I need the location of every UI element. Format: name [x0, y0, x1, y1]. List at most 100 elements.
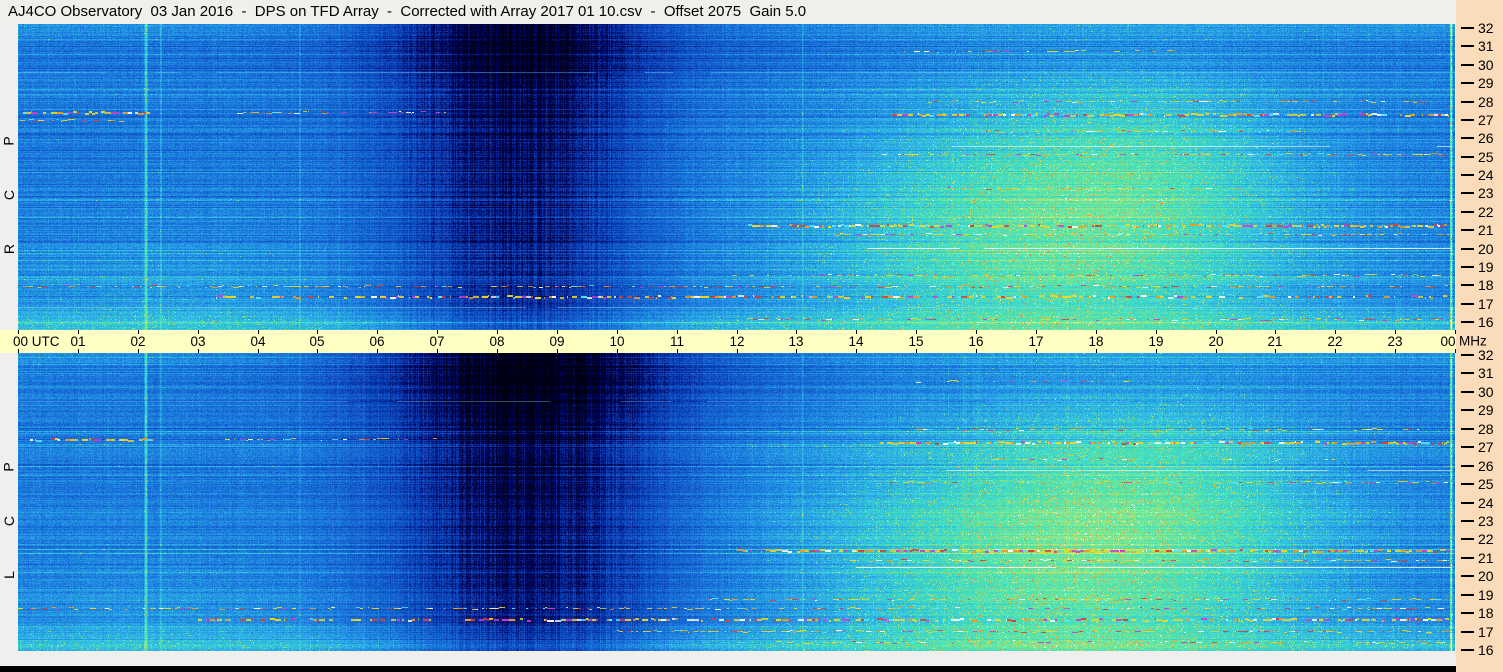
hour-tick — [976, 349, 977, 353]
hour-label: 00 — [1440, 334, 1456, 349]
freq-tick — [1461, 119, 1474, 121]
freq-label: 32 — [1478, 20, 1494, 36]
freq-tick — [1461, 612, 1474, 614]
freq-tick — [1461, 354, 1474, 356]
hour-tick — [437, 349, 438, 353]
freq-tick — [1461, 45, 1474, 47]
hour-tick — [1156, 330, 1157, 334]
freq-label: 32 — [1478, 347, 1494, 363]
hour-tick — [1335, 349, 1336, 353]
freq-tick — [1461, 631, 1474, 633]
hour-tick — [138, 349, 139, 353]
rcp-label: P C R — [0, 134, 18, 256]
freq-tick — [1461, 594, 1474, 596]
hour-tick — [856, 349, 857, 353]
freq-tick — [1461, 321, 1474, 323]
hour-label: 11 — [669, 334, 685, 349]
hour-label: 14 — [848, 334, 864, 349]
freq-label: 30 — [1478, 57, 1494, 73]
freq-tick — [1461, 538, 1474, 540]
hour-tick — [796, 349, 797, 353]
hour-tick — [78, 330, 79, 334]
hour-tick — [916, 330, 917, 334]
freq-tick — [1461, 174, 1474, 176]
freq-tick — [1461, 520, 1474, 522]
hour-tick — [557, 330, 558, 334]
pol-letter: L — [0, 571, 17, 579]
hour-tick — [1395, 330, 1396, 334]
freq-label: 16 — [1478, 314, 1494, 330]
freq-label: 19 — [1478, 587, 1494, 603]
hour-tick — [1216, 349, 1217, 353]
freq-label: 22 — [1478, 531, 1494, 547]
hour-tick — [437, 330, 438, 334]
hour-tick — [258, 349, 259, 353]
hour-label: 13 — [788, 334, 804, 349]
window-title: AJ4CO Observatory 03 Jan 2016 - DPS on T… — [0, 0, 1503, 24]
freq-label: 19 — [1478, 259, 1494, 275]
hour-label: 19 — [1148, 334, 1164, 349]
freq-tick — [1461, 64, 1474, 66]
hour-tick — [1275, 349, 1276, 353]
hour-tick — [377, 330, 378, 334]
hour-label: 01 — [70, 334, 86, 349]
hour-tick — [317, 330, 318, 334]
hour-tick — [198, 349, 199, 353]
freq-tick — [1461, 372, 1474, 374]
hour-tick — [737, 349, 738, 353]
hour-tick — [677, 330, 678, 334]
freq-label: 25 — [1478, 149, 1494, 165]
hour-tick — [138, 330, 139, 334]
hour-tick — [976, 330, 977, 334]
freq-label: 16 — [1478, 642, 1494, 658]
freq-label: 28 — [1478, 421, 1494, 437]
hour-tick — [1216, 330, 1217, 334]
hour-label: 06 — [369, 334, 385, 349]
mhz-unit-label: MHz — [1459, 333, 1487, 349]
lcp-label: P C L — [0, 460, 18, 582]
freq-tick — [1461, 557, 1474, 559]
hour-label: 18 — [1088, 334, 1104, 349]
hour-label: 20 — [1208, 334, 1224, 349]
hour-label: 21 — [1267, 334, 1283, 349]
hour-tick — [1096, 349, 1097, 353]
hour-label: 02 — [130, 334, 146, 349]
freq-label: 25 — [1478, 476, 1494, 492]
freq-tick — [1461, 229, 1474, 231]
freq-label: 29 — [1478, 402, 1494, 418]
hour-tick — [1096, 330, 1097, 334]
hour-label: 00 UTC — [13, 334, 60, 349]
freq-tick — [1461, 248, 1474, 250]
bottom-border — [0, 666, 1456, 672]
freq-label: 22 — [1478, 204, 1494, 220]
freq-label: 23 — [1478, 513, 1494, 529]
freq-label: 31 — [1478, 365, 1494, 381]
hour-tick — [856, 330, 857, 334]
hour-label: 03 — [190, 334, 206, 349]
pol-letter: C — [1, 189, 17, 201]
hour-tick — [1395, 349, 1396, 353]
hour-tick — [1335, 330, 1336, 334]
frequency-scale: 32 31 30 29 28 27 26 25 24 23 22 21 20 19 18 17 16 32 31 30… — [1456, 0, 1503, 672]
freq-tick — [1461, 192, 1474, 194]
hour-tick — [1275, 330, 1276, 334]
hour-tick — [497, 349, 498, 353]
freq-tick — [1461, 101, 1474, 103]
freq-tick — [1461, 284, 1474, 286]
hour-tick — [1036, 349, 1037, 353]
hour-tick — [796, 330, 797, 334]
hour-tick — [18, 330, 19, 334]
freq-tick — [1461, 483, 1474, 485]
hour-label: 08 — [489, 334, 505, 349]
hour-label: 17 — [1028, 334, 1044, 349]
hour-tick — [1156, 349, 1157, 353]
freq-tick — [1461, 156, 1474, 158]
freq-tick — [1461, 266, 1474, 268]
freq-tick — [1461, 82, 1474, 84]
hour-tick — [258, 330, 259, 334]
freq-label: 26 — [1478, 130, 1494, 146]
freq-label: 20 — [1478, 568, 1494, 584]
spectrogram-rcp — [18, 24, 1455, 330]
hour-tick — [497, 330, 498, 334]
